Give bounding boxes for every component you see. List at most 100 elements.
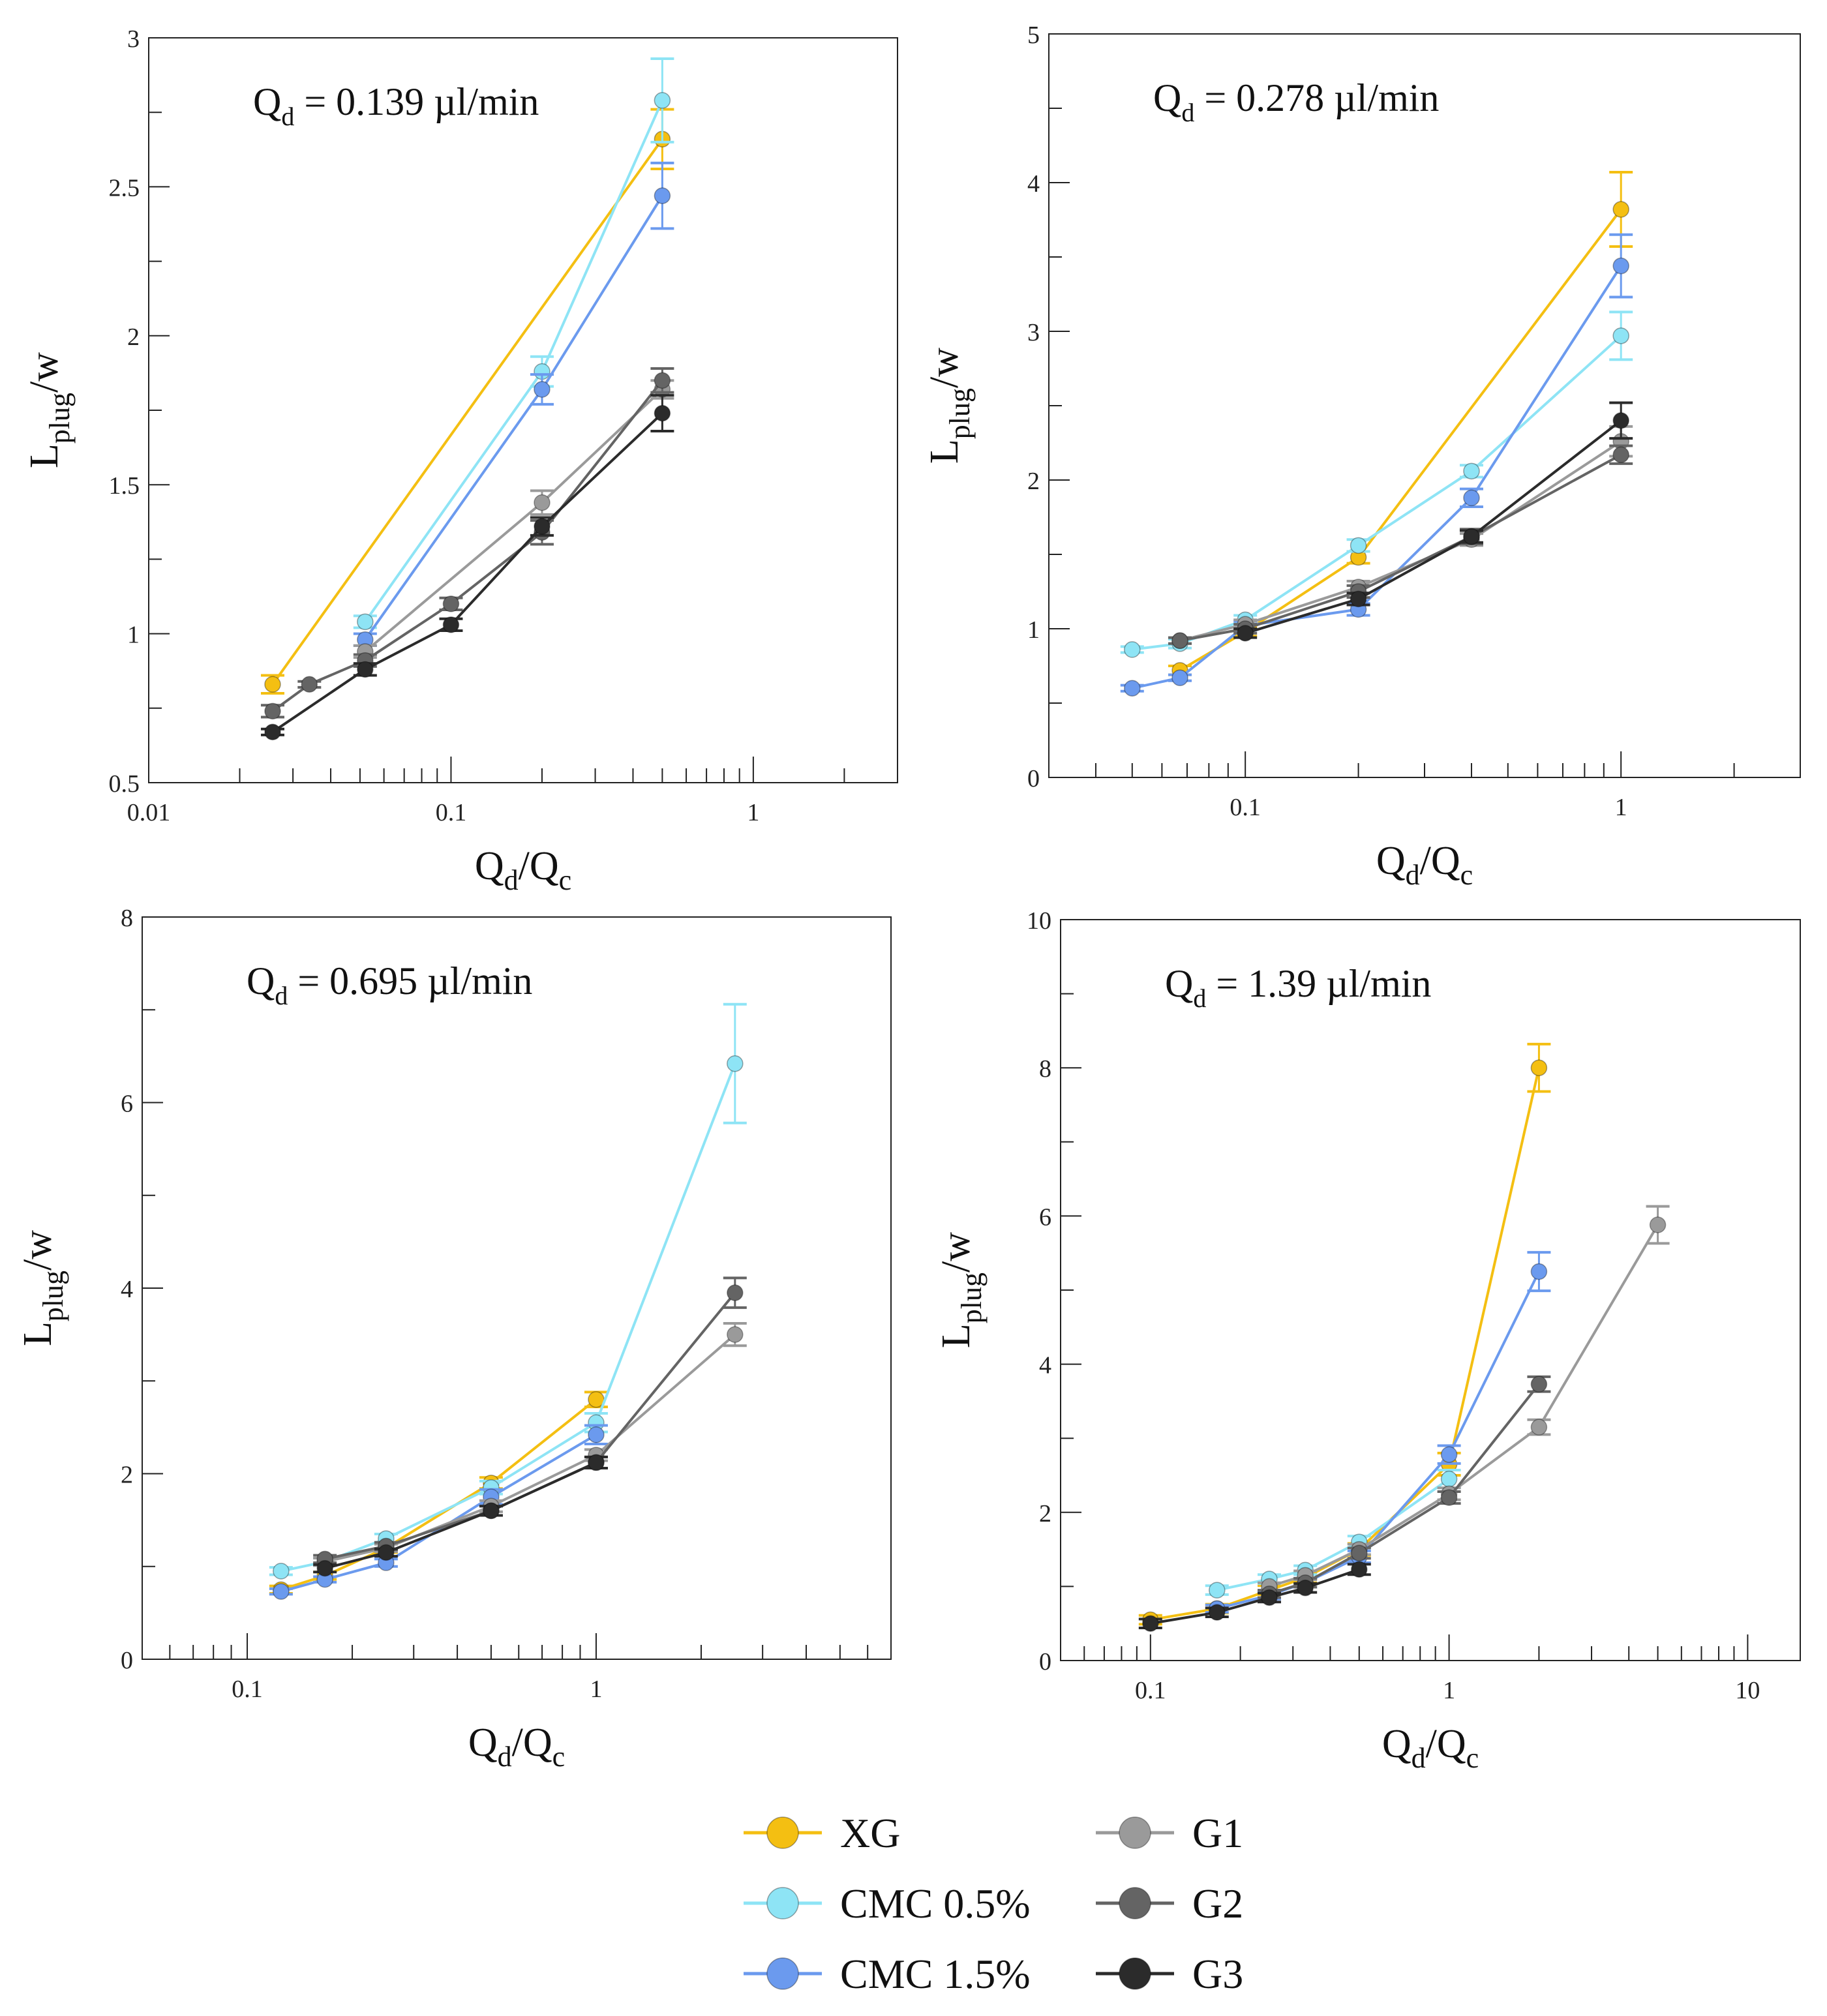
y-axis-label-l: L — [922, 439, 967, 464]
plot-frame — [142, 916, 892, 1660]
legend-marker — [1119, 1887, 1151, 1919]
series-cmc-1-5- — [1120, 233, 1633, 697]
data-point — [264, 676, 281, 693]
data-point — [442, 616, 460, 633]
x-tick-label: 1 — [747, 799, 759, 826]
y-tick-label: 10 — [1027, 907, 1051, 935]
series-xg — [1138, 1042, 1551, 1629]
y-tick-label: 1.5 — [109, 472, 140, 500]
data-point — [1530, 1376, 1548, 1393]
x-tick-label: 1 — [590, 1676, 602, 1703]
series-g3 — [1138, 1561, 1371, 1632]
legend-marker — [1119, 1816, 1151, 1849]
series-cmc-1-5- — [353, 161, 674, 648]
series-cmc-0-5- — [353, 57, 674, 631]
series-line — [364, 100, 664, 623]
x-axis-label-sub-d: d — [1412, 1742, 1426, 1774]
x-tick-label: 1 — [1443, 1677, 1455, 1704]
y-axis-label-sub: plug — [956, 1272, 988, 1323]
series-g2 — [260, 367, 674, 720]
y-axis-label-sub: plug — [944, 388, 976, 439]
data-point — [1171, 632, 1188, 649]
x-tick-label: 1 — [1615, 794, 1627, 821]
y-tick-label: 5 — [1027, 22, 1040, 49]
x-axis-label-sub-c: c — [1460, 859, 1473, 891]
data-point — [727, 1326, 744, 1343]
data-point — [483, 1502, 500, 1520]
chart-panel-4: 0.1 1 10 0 2 4 6 8 10 Qd/Qc Lplug/w Qd = 1.39 µl/mi… — [934, 907, 1801, 1774]
flow-rate-annotation: Qd = 1.39 µl/min — [1165, 962, 1431, 1013]
x-axis-label-q: Q — [468, 1721, 498, 1765]
series-line — [1269, 1383, 1540, 1595]
series-g2 — [313, 1276, 747, 1568]
series-line — [1245, 419, 1622, 635]
series-g3 — [260, 394, 674, 741]
y-tick-label: 1 — [127, 622, 140, 649]
series-xg — [1168, 171, 1633, 679]
y-tick-label: 2 — [1027, 468, 1040, 495]
x-axis-label-sub-c: c — [552, 1741, 566, 1773]
y-axis-label: Lplug/w — [16, 1230, 69, 1346]
y-tick-label: 0 — [1039, 1648, 1051, 1676]
data-point — [264, 702, 281, 720]
data-point — [727, 1055, 744, 1072]
y-axis-label-rest: /w — [16, 1230, 60, 1271]
series-cmc-0-5- — [269, 1002, 747, 1580]
data-point — [1142, 1615, 1159, 1632]
data-point — [264, 723, 281, 741]
y-tick-label: 4 — [121, 1276, 133, 1303]
x-tick-label: 0.1 — [1135, 1677, 1166, 1704]
x-axis-label: Qd/Qc — [475, 844, 571, 896]
plot-frame — [148, 37, 898, 783]
y-axis-label-sub: plug — [44, 393, 76, 444]
data-point — [1350, 537, 1367, 554]
data-point — [534, 518, 551, 535]
data-point — [378, 1544, 395, 1561]
series-line — [1150, 1067, 1541, 1621]
legend-entry-cmc-0-5-: CMC 0.5% — [744, 1880, 1031, 1927]
y-axis-label-l: L — [934, 1323, 978, 1348]
x-axis-label: Qd/Qc — [1376, 839, 1473, 891]
y-tick-label: 2 — [1039, 1500, 1051, 1527]
data-point — [1440, 1446, 1458, 1463]
y-axis-label-sub: plug — [37, 1271, 69, 1321]
data-point — [727, 1284, 744, 1301]
y-tick-label: 3 — [1027, 319, 1040, 346]
legend-entry-xg: XG — [744, 1810, 900, 1856]
data-point — [588, 1454, 605, 1471]
chart-panel-3: 0.1 1 0 2 4 6 8 Qd/Qc Lplug/w Qd = 0.695 µl/min — [16, 905, 892, 1773]
data-point — [654, 404, 671, 422]
series-g1 — [353, 379, 674, 660]
y-axis-label-rest: /w — [934, 1232, 978, 1272]
data-point — [1209, 1582, 1226, 1599]
data-point — [1350, 590, 1367, 608]
annotation-sub: d — [1181, 98, 1194, 127]
x-axis-label-sep: /Q — [519, 844, 559, 888]
data-point — [1351, 1544, 1368, 1562]
legend-marker — [1119, 1957, 1151, 1990]
data-point — [1261, 1589, 1278, 1606]
y-tick-label: 6 — [121, 1091, 133, 1118]
data-point — [1124, 641, 1141, 658]
plot-frame — [1048, 33, 1801, 778]
y-axis-label-l: L — [22, 444, 67, 468]
y-tick-label: 2 — [121, 1462, 133, 1489]
series-line — [271, 138, 664, 685]
legend-label: G1 — [1192, 1810, 1243, 1856]
y-tick-label: 4 — [1027, 170, 1040, 198]
x-tick-label: 10 — [1735, 1677, 1760, 1704]
series-line — [1216, 1271, 1541, 1610]
y-tick-label: 3 — [127, 25, 140, 53]
data-point — [654, 187, 671, 204]
legend-label: XG — [840, 1810, 900, 1856]
x-axis-label-sub-d: d — [498, 1741, 512, 1773]
legend-marker — [766, 1816, 799, 1849]
data-point — [1440, 1489, 1458, 1506]
annotation-q: Q — [1165, 962, 1193, 1005]
x-tick-label: 0.1 — [232, 1676, 263, 1703]
annotation-q: Q — [1153, 76, 1181, 119]
y-tick-label: 8 — [121, 905, 133, 932]
annotation-rest: = 0.278 µl/min — [1194, 76, 1439, 119]
data-point — [1351, 1561, 1368, 1578]
